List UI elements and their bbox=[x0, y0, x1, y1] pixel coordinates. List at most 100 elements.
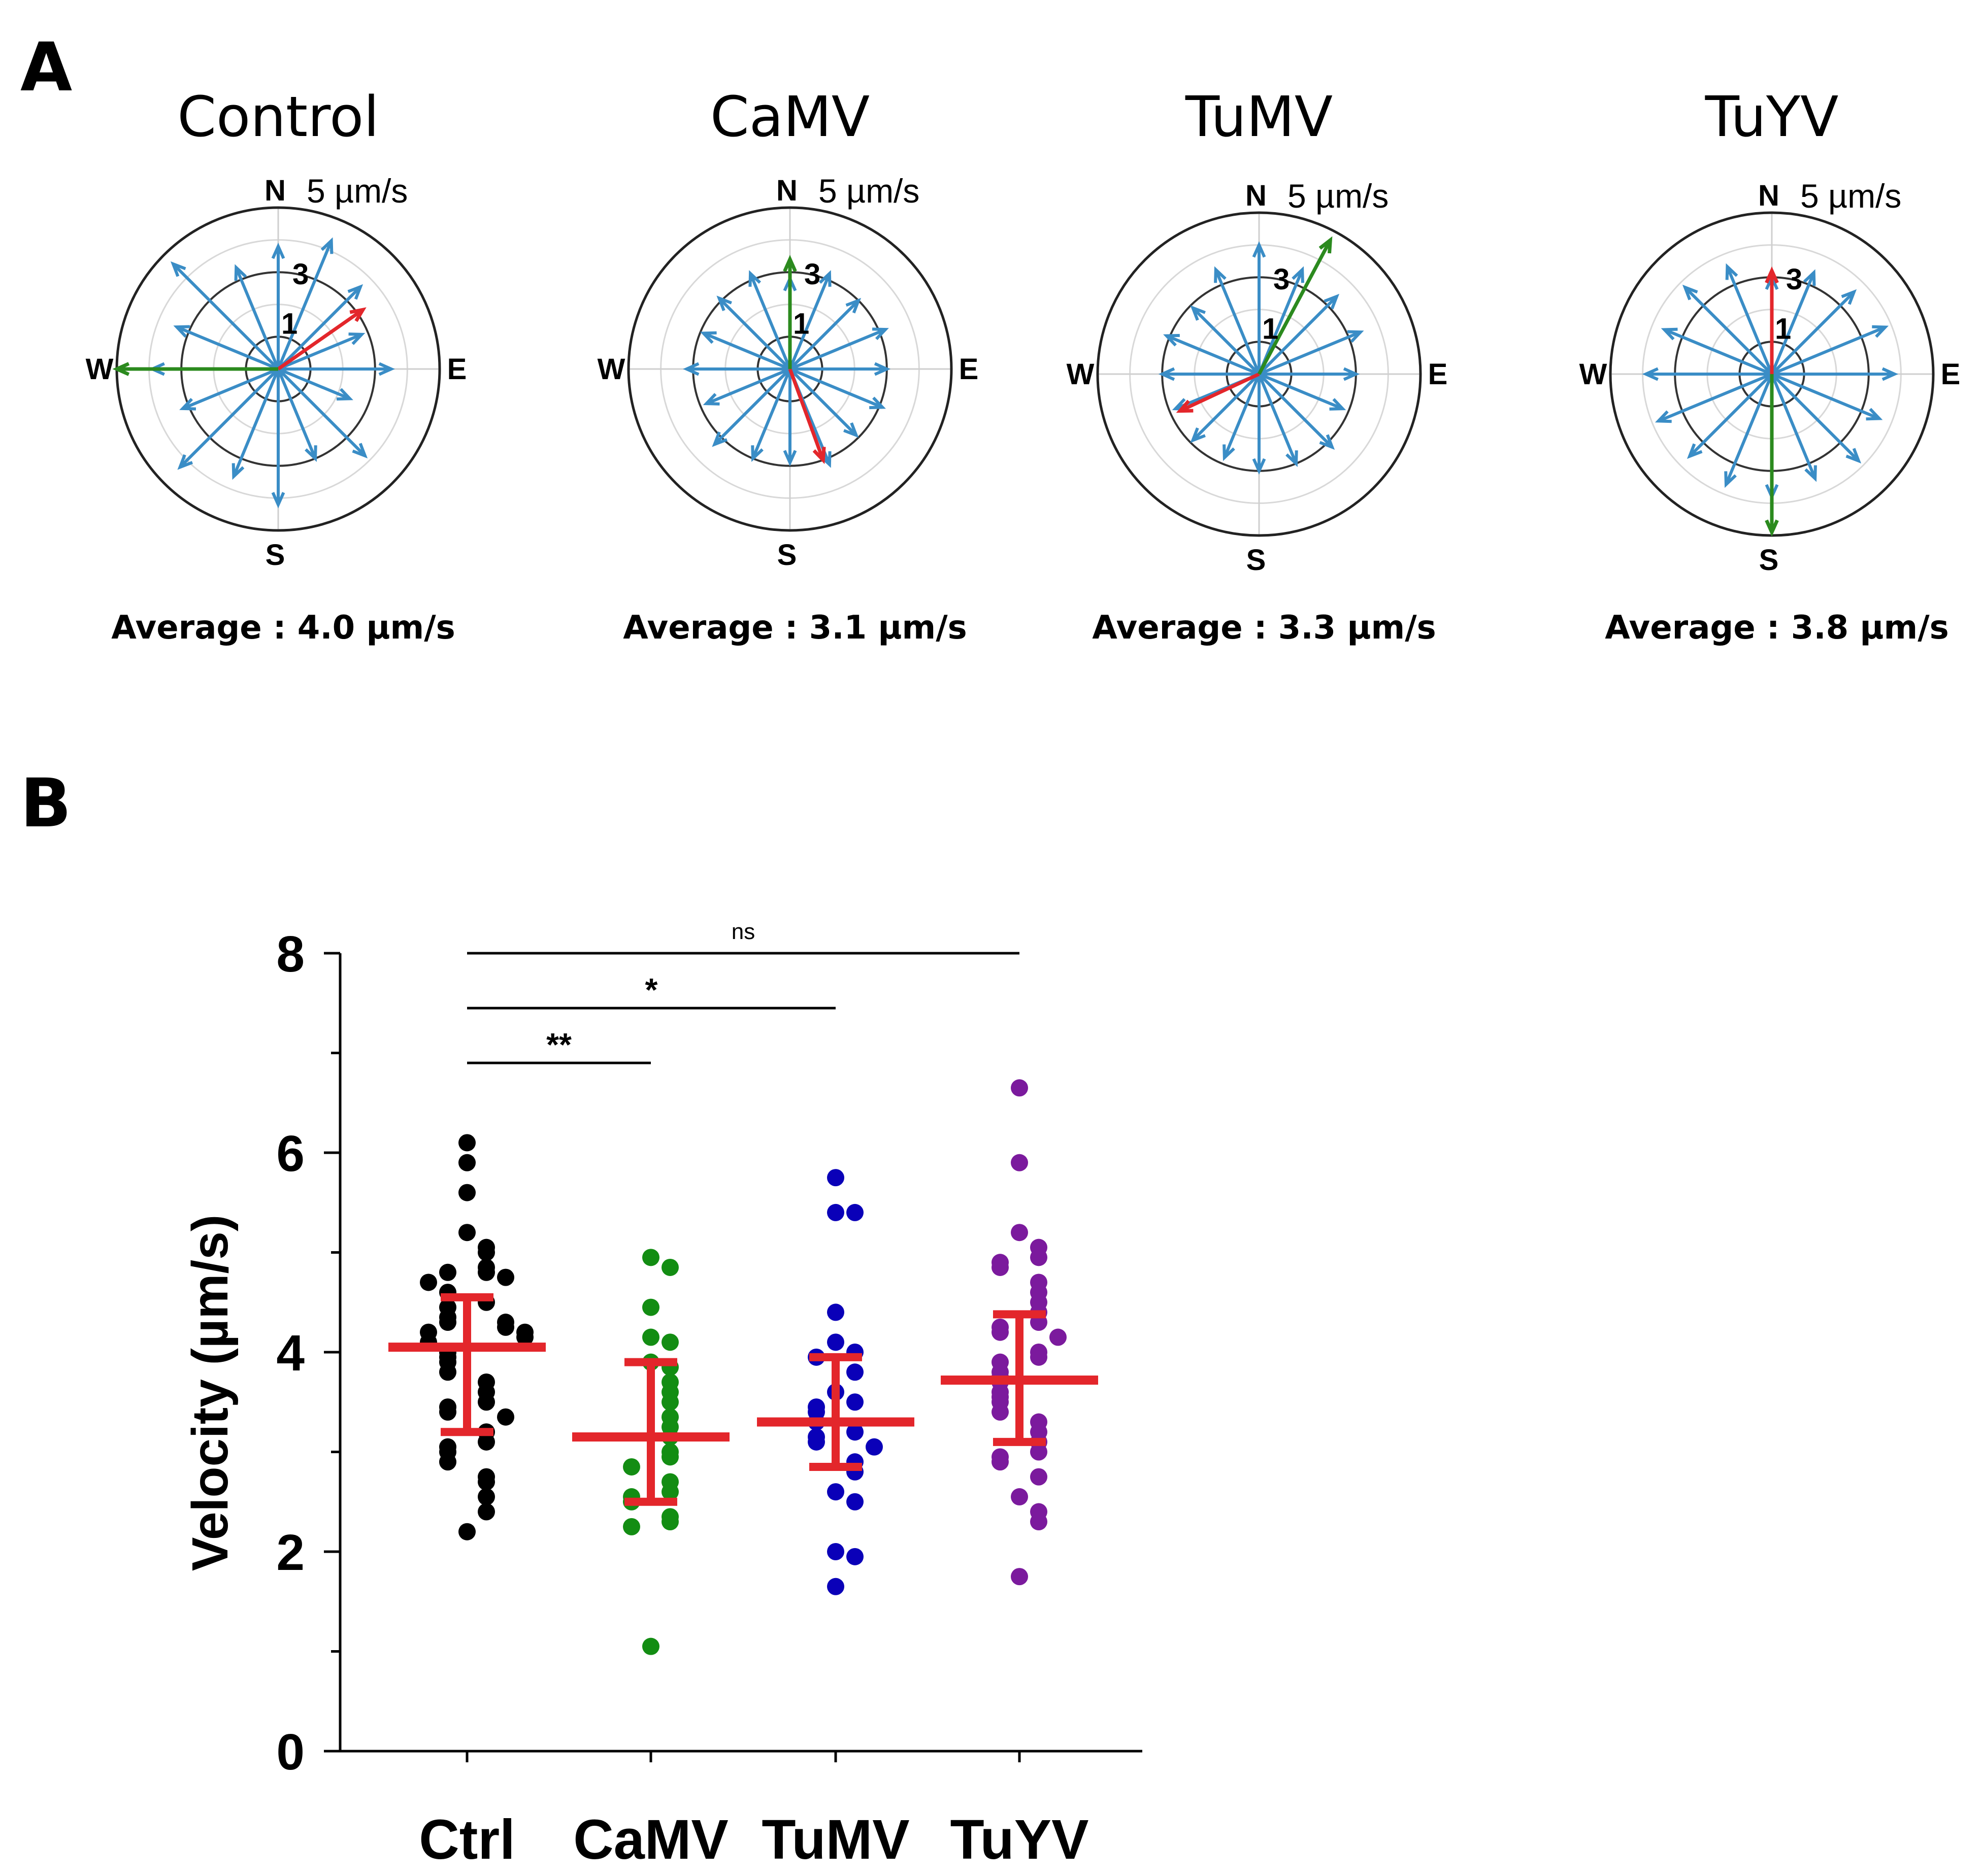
rose-red-arrow bbox=[1176, 372, 1260, 413]
rose-blue-arrow bbox=[1252, 241, 1266, 374]
data-point bbox=[478, 1263, 495, 1281]
rose-blue-arrow bbox=[1772, 367, 1899, 381]
data-point bbox=[458, 1523, 476, 1540]
data-point bbox=[827, 1483, 844, 1501]
rose-title: CaMV bbox=[710, 84, 870, 149]
rose-red-arrow bbox=[788, 368, 826, 464]
data-point bbox=[478, 1244, 495, 1261]
series-ctrl bbox=[420, 1134, 534, 1540]
data-point bbox=[992, 1403, 1009, 1421]
error-bar-tumv bbox=[757, 1353, 914, 1471]
compass-n: N bbox=[1245, 179, 1267, 212]
rose-blue-arrow bbox=[1258, 330, 1364, 376]
rose-blue-arrow bbox=[1214, 266, 1261, 375]
data-point bbox=[642, 1328, 659, 1346]
rose-average: Average : 4.0 µm/s bbox=[111, 609, 455, 647]
rose-blue-arrow bbox=[232, 368, 280, 480]
rose-plot-tumv: TuMV 1 3 N E S W 5 µm/s Average : 3.3 µm/s bbox=[1067, 84, 1448, 647]
rose-blue-arrow bbox=[1190, 305, 1261, 376]
rose-blue-arrow bbox=[1770, 373, 1862, 464]
y-tick-label: 6 bbox=[276, 1125, 305, 1182]
panel-b-letter: B bbox=[20, 764, 72, 843]
rose-scale-label: 5 µm/s bbox=[1287, 177, 1389, 215]
rose-plot-tuyv: TuYV 1 3 N E S W 5 µm/s Average : 3.8 µm/s bbox=[1579, 84, 1961, 647]
rose-ring-label-3: 3 bbox=[1273, 263, 1290, 296]
x-tick-label: CaMV bbox=[573, 1808, 729, 1871]
y-tick-label: 4 bbox=[276, 1325, 305, 1382]
rose-outer-ring bbox=[1096, 211, 1422, 537]
data-point bbox=[439, 1403, 456, 1421]
compass-n: N bbox=[265, 174, 286, 207]
rose-blue-arrow bbox=[1163, 333, 1260, 376]
x-tick-label: TuYV bbox=[950, 1808, 1089, 1871]
rose-scale-label: 5 µm/s bbox=[1800, 177, 1901, 215]
rose-ring-label-3: 3 bbox=[292, 258, 309, 291]
data-point bbox=[846, 1548, 864, 1565]
compass-n: N bbox=[776, 174, 798, 207]
data-point bbox=[808, 1433, 825, 1451]
compass-w: W bbox=[86, 353, 114, 386]
data-point bbox=[439, 1363, 456, 1381]
data-point bbox=[827, 1543, 844, 1560]
data-point bbox=[420, 1274, 437, 1291]
rose-blue-arrow bbox=[748, 270, 791, 370]
rose-green-arrow bbox=[1257, 236, 1333, 375]
rose-blue-arrow bbox=[179, 367, 279, 411]
compass-n: N bbox=[1758, 179, 1779, 212]
data-point bbox=[827, 1578, 844, 1595]
data-point bbox=[497, 1318, 514, 1336]
y-tick-label: 0 bbox=[276, 1724, 305, 1781]
rose-blue-arrow bbox=[1158, 367, 1259, 381]
rose-blue-arrow bbox=[1771, 373, 1883, 421]
significance-tuyv: ns bbox=[467, 919, 1019, 955]
data-point bbox=[478, 1473, 495, 1491]
rose-blue-arrow bbox=[173, 325, 279, 371]
data-point bbox=[846, 1203, 864, 1221]
data-point bbox=[642, 1637, 659, 1655]
rose-blue-arrow bbox=[789, 327, 889, 371]
rose-green-arrow bbox=[783, 255, 797, 369]
rose-ring-label-1: 1 bbox=[1262, 312, 1278, 345]
rose-blue-arrow bbox=[1252, 374, 1266, 475]
rose-blue-arrow bbox=[1190, 373, 1261, 443]
rose-blue-arrow bbox=[1655, 373, 1773, 423]
data-point bbox=[662, 1258, 679, 1276]
data-point bbox=[642, 1298, 659, 1316]
rose-blue-arrow bbox=[1223, 373, 1261, 461]
rose-average: Average : 3.8 µm/s bbox=[1605, 609, 1948, 647]
rose-ring-label-1: 1 bbox=[1775, 312, 1791, 345]
rose-red-arrow bbox=[1765, 266, 1779, 374]
rose-blue-arrow bbox=[1258, 373, 1335, 450]
rose-blue-arrow bbox=[277, 237, 334, 370]
data-point bbox=[516, 1328, 534, 1346]
rose-blue-arrow bbox=[277, 284, 364, 371]
rose-blue-arrow bbox=[271, 369, 285, 509]
data-point bbox=[662, 1483, 679, 1501]
compass-w: W bbox=[598, 353, 625, 386]
rose-blue-arrow bbox=[1259, 367, 1360, 381]
significance-camv: ** bbox=[467, 1026, 651, 1064]
rose-scale-label: 5 µm/s bbox=[307, 172, 408, 210]
panel-a-letter: A bbox=[20, 28, 72, 107]
data-point bbox=[992, 1323, 1009, 1341]
rose-blue-arrow bbox=[790, 362, 891, 376]
data-point bbox=[478, 1393, 495, 1411]
significance-label: * bbox=[645, 972, 658, 1008]
rose-title: TuYV bbox=[1705, 84, 1839, 149]
data-point bbox=[439, 1314, 456, 1331]
error-bar-tuyv bbox=[941, 1310, 1098, 1446]
rose-blue-arrow bbox=[271, 242, 285, 369]
data-point bbox=[662, 1448, 679, 1466]
compass-e: E bbox=[959, 353, 979, 386]
data-point bbox=[1030, 1443, 1047, 1461]
error-bar-camv bbox=[572, 1358, 730, 1506]
rose-blue-arrow bbox=[788, 297, 862, 371]
compass-e: E bbox=[1941, 358, 1961, 391]
rose-plots: Control 1 3 N E S W 5 µm/s Average : 4.0 µm/s CaM… bbox=[86, 84, 1961, 647]
data-point bbox=[623, 1458, 640, 1476]
rose-blue-arrow bbox=[1770, 373, 1817, 482]
data-point bbox=[458, 1184, 476, 1201]
rose-average: Average : 3.1 µm/s bbox=[623, 609, 967, 647]
rose-blue-arrow bbox=[703, 367, 791, 406]
